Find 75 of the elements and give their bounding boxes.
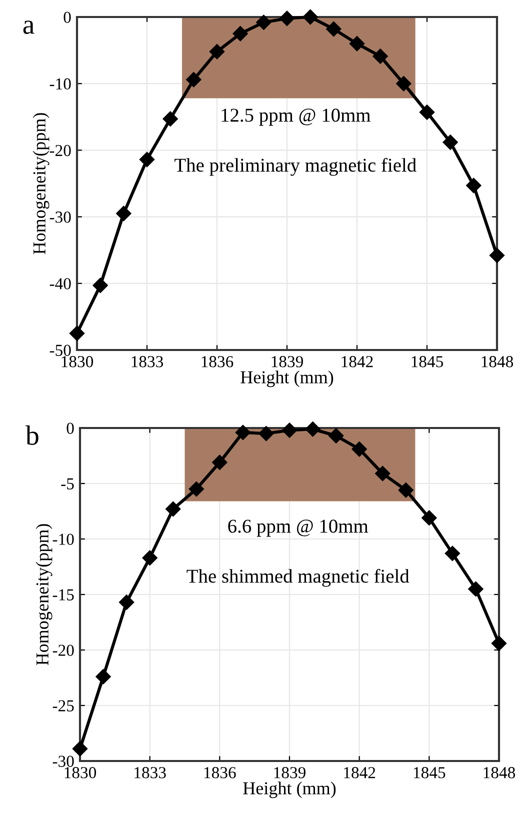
point [212, 454, 228, 470]
x-tick-label: 1842 [344, 767, 376, 778]
y-tick-label: 0 [64, 12, 71, 23]
point [468, 581, 484, 597]
point [302, 9, 318, 25]
point [209, 44, 225, 60]
point [96, 669, 111, 684]
y-tick-label: -30 [50, 212, 71, 223]
x-axis-title: Height (mm) [243, 782, 336, 798]
point [349, 36, 365, 52]
point [282, 422, 298, 438]
annotation: The preliminary magnetic field [174, 158, 416, 176]
point [326, 21, 342, 37]
x-tick-label: 1833 [134, 767, 166, 778]
point [232, 26, 248, 42]
point [118, 594, 134, 610]
point [279, 10, 295, 26]
point [92, 278, 108, 293]
point [305, 422, 320, 437]
point [142, 550, 158, 566]
text: a [23, 20, 34, 34]
point [352, 442, 367, 457]
point [375, 466, 390, 482]
point [116, 206, 132, 222]
x-tick-label: 1842 [342, 356, 373, 368]
point [186, 72, 202, 88]
y-axis-title: Homogeneity(ppm) [36, 524, 52, 666]
point [139, 152, 155, 168]
y-tick-label: 0 [66, 422, 74, 434]
point [466, 178, 482, 194]
point [235, 424, 251, 440]
y-tick-label: -5 [61, 478, 74, 490]
point [491, 636, 507, 651]
text: b [26, 425, 38, 445]
x-tick-label: 1836 [202, 356, 234, 368]
point [258, 426, 274, 442]
x-tick-label: 1830 [64, 767, 96, 778]
x-tick-label: 1839 [274, 767, 306, 778]
annotation: 12.5 ppm @ 10mm [222, 108, 370, 126]
y-tick-label: -50 [50, 344, 71, 356]
y-tick-label: -40 [50, 278, 71, 290]
x-tick-label: 1830 [62, 356, 94, 368]
point [422, 510, 437, 526]
point [256, 14, 272, 30]
y-tick-label: -20 [50, 144, 71, 156]
y-tick-label: -20 [52, 644, 74, 656]
y-axis-title: Homogeneity(ppm) [32, 113, 50, 254]
point [188, 481, 204, 497]
y-tick-label: -15 [52, 589, 74, 600]
point [162, 111, 178, 126]
x-tick-label: 1845 [414, 767, 446, 778]
x-axis-title: Height (mm) [240, 370, 334, 388]
x-tick-label: 1845 [412, 356, 444, 368]
y-tick-label: -10 [52, 534, 74, 545]
x-tick-label: 1833 [132, 356, 164, 368]
x-tick-label: 1848 [482, 356, 514, 368]
point [328, 428, 344, 444]
x-tick-label: 1836 [204, 767, 236, 778]
point [444, 546, 460, 561]
y-tick-label: -30 [52, 756, 74, 767]
point [69, 326, 85, 341]
x-tick-label: 1848 [484, 767, 516, 778]
annotation: The shimmed magnetic field [186, 568, 410, 587]
y-tick-label: -10 [50, 78, 71, 90]
point [442, 134, 458, 150]
point [489, 248, 505, 263]
y-tick-label: -25 [52, 700, 74, 712]
point [166, 501, 181, 517]
annotation: 6.6 ppm @ 10mm [228, 520, 368, 537]
x-tick-label: 1839 [272, 356, 303, 368]
point [398, 482, 414, 498]
point [372, 48, 388, 64]
point [72, 741, 88, 756]
point [396, 76, 412, 92]
point [419, 104, 435, 120]
